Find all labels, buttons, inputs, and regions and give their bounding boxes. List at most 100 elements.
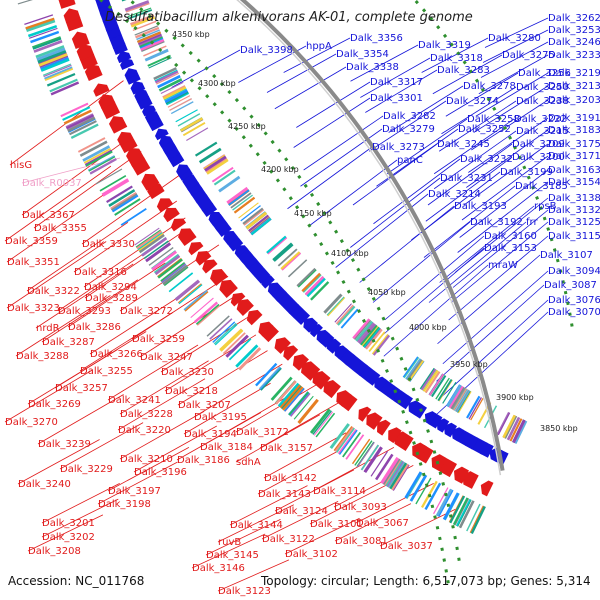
gene-label-forward: Dalk_3367 [22,210,75,221]
gene-label-forward: Dalk_3201 [42,518,95,529]
cog-category-bar [212,321,236,343]
gene-label-forward: Dalk_3210 [120,454,173,465]
cog-category-bar [298,399,319,424]
forward-strand-gene [480,480,494,497]
cog-category-bar [288,391,310,416]
cog-category-bar [250,217,272,236]
leader-line [257,450,339,495]
cog-category-bar [153,67,177,81]
cog-category-bar [209,318,233,340]
cog-category-bar [359,324,378,345]
reverse-strand-gene [158,135,173,148]
cog-category-bar [270,376,293,401]
cog-category-bar [326,296,345,316]
cog-category-bar [290,392,311,417]
cog-category-bar [458,500,475,529]
cog-category-bar [154,70,179,84]
leader-line [26,222,129,292]
leader-line [284,517,360,555]
gene-label-reverse: Dalk_3246 [548,37,600,48]
cog-category-bar [280,385,302,410]
cog-category-bar [167,95,191,108]
cog-category-bar [137,31,162,43]
reverse-strand-gene [117,51,132,64]
backbone-outer-ring [239,0,505,471]
cog-category-bar [204,155,227,172]
gene-label-reverse: Dalk_3154 [548,177,600,188]
leader-line [59,422,144,470]
gene-label-forward: Dalk_3294 [84,282,137,293]
gene-label-reverse: Dalk_3253 [548,25,600,36]
forward-strand-gene [453,466,470,484]
leader-line [73,200,178,273]
reverse-strand-gene [334,345,348,360]
gene-label-forward: Dalk_3269 [28,399,81,410]
genome-summary-text: Topology: circular; Length: 6,517,073 bp… [261,574,591,588]
gene-label-reverse: Dalk_3132 [548,205,600,216]
gene-label-reverse: Dalk_3238 [516,96,569,107]
leader-line [283,37,351,73]
cog-category-bar [449,495,465,524]
cog-category-bar [238,347,262,371]
cog-category-bar [163,87,187,101]
gene-label-reverse: Dalk_3258 [467,114,520,125]
cog-category-bar [153,253,179,274]
forward-strand-gene [108,116,128,134]
leader-line [463,143,549,206]
leader-line [352,143,438,206]
leader-line [372,221,471,303]
reverse-strand-gene [95,0,111,10]
cog-category-bar [114,198,141,216]
cog-category-bar [134,227,160,246]
gene-label-forward: nrdR [36,323,60,334]
forward-strand-gene [431,454,448,472]
cog-category-bar [351,438,371,465]
gene-label-forward: Dalk_3067 [356,518,409,529]
gene-label-reverse: Dalk_3219 [548,68,600,79]
cog-category-bar [233,196,256,214]
cog-category-bar [205,157,228,174]
cog-category-bar [65,113,94,129]
forward-strand-gene [292,354,309,371]
gene-label-reverse: Dalk_3256 [518,68,571,79]
gene-label-forward: Dalk_3186 [177,455,230,466]
gene-label-forward: Dalk_3259 [132,334,185,345]
cog-category-bar [180,117,204,132]
leader-line [97,461,178,505]
cog-category-bar [356,321,374,342]
cog-category-bar [135,26,160,39]
leader-line [432,54,503,95]
cog-category-bar [145,242,172,263]
gene-label-reverse: Dalk_3262 [548,13,600,24]
gene-label-reverse: Dalk_3185 [515,181,568,192]
forward-strand-gene [163,207,180,223]
leader-line [452,209,549,288]
cog-category-bar [340,308,359,329]
gene-label-forward: Dalk_3208 [28,546,81,557]
gene-label-forward: Dalk_3202 [42,532,95,543]
cog-category-bar [323,293,343,314]
cog-category-bar [196,304,221,326]
forward-strand-gene [366,412,383,430]
cog-category-bar [371,333,389,355]
forward-strand-gene [377,419,391,436]
cog-category-bar [309,408,331,434]
cog-category-bar [354,440,373,466]
leader-line [119,411,205,460]
gene-label-reverse: Dalk_3222 [514,114,567,125]
gene-label-reverse: Dalk_3356 [350,33,403,44]
cog-category-bar [497,412,511,436]
cog-category-bar [502,414,516,439]
gene-label-reverse: Dalk_3153 [484,243,537,254]
cog-category-bar [408,360,425,382]
cog-category-bar [275,380,297,405]
gene-label-reverse: Dalk_3279 [382,124,435,135]
gene-label-forward: Dalk_3093 [334,502,387,513]
cog-category-bar [30,30,60,44]
leader-line [287,146,373,210]
cog-category-bar [26,19,56,32]
cog-category-bar [66,114,94,130]
leader-line [350,44,419,82]
gene-label-reverse: rpsB [534,201,557,212]
cog-category-bar [43,64,72,78]
